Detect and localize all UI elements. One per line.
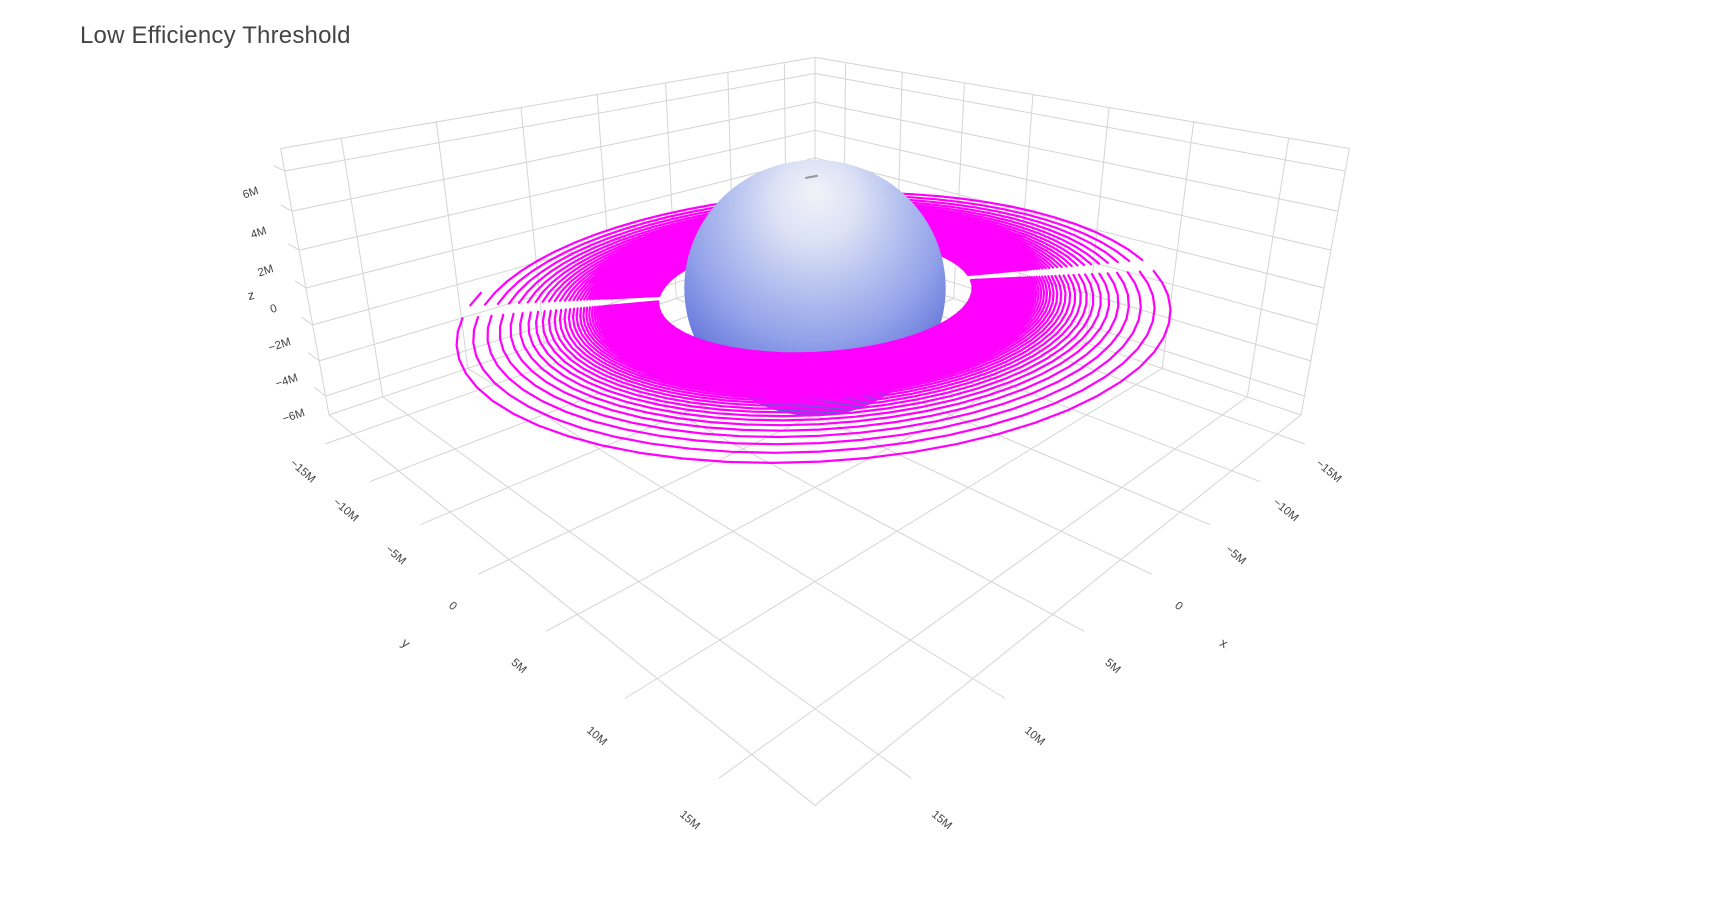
sphere-pole-mark — [805, 174, 818, 179]
orbit-spiral-front — [455, 269, 1172, 465]
chart-title: Low Efficiency Threshold — [80, 22, 351, 49]
